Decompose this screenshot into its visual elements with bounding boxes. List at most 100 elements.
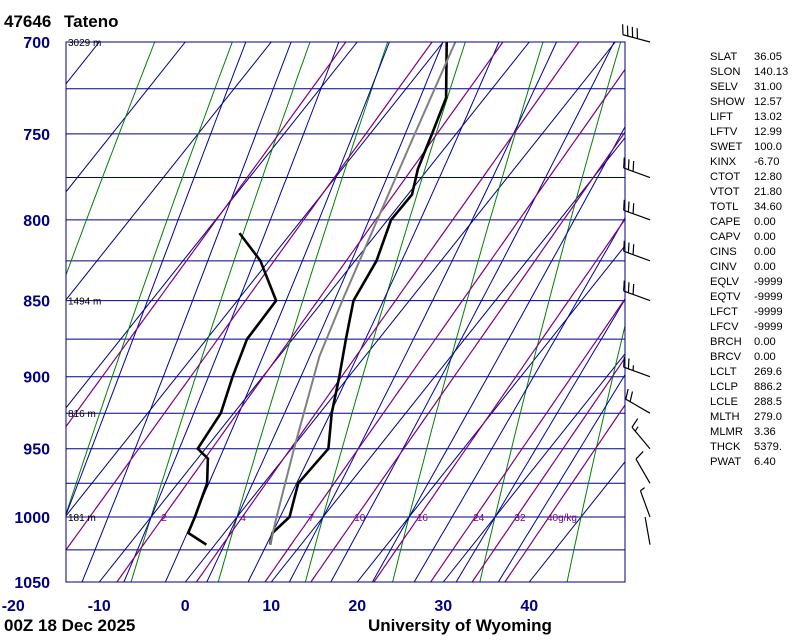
wind-barb-staff <box>622 34 651 43</box>
wind-barbs <box>622 24 651 545</box>
isotherm-line <box>98 42 530 582</box>
moist-adiabat-line <box>247 42 500 582</box>
isotherm-line <box>66 42 186 193</box>
moist-adiabat-line <box>81 42 292 582</box>
wind-barb-staff <box>635 458 651 484</box>
index-value: 36.05 <box>754 51 782 63</box>
temperature-axis: -20 -10 0 10 20 30 40 <box>2 598 539 615</box>
index-row: LFCV -9999 <box>710 320 788 335</box>
wind-barb <box>623 199 651 221</box>
index-key: SELV <box>710 81 738 93</box>
wind-barb-flag <box>623 280 625 292</box>
station-id: 47646 <box>4 12 52 31</box>
wind-barb-flag <box>632 203 635 214</box>
wind-barb-flag <box>632 160 635 172</box>
temperature-tick-label: 0 <box>181 598 190 615</box>
wind-barb-flag <box>627 242 630 253</box>
index-key: LIFT <box>710 111 733 123</box>
wind-barb-staff <box>631 426 651 450</box>
wind-barb-flag <box>631 418 639 428</box>
station-name: Tateno <box>64 12 119 31</box>
index-row: CINV 0.00 <box>710 260 788 275</box>
wind-barb <box>623 240 651 262</box>
mixing-ratio-label: 4 <box>240 513 246 524</box>
index-value: 886.2 <box>754 381 782 393</box>
wind-barb-staff <box>623 167 651 179</box>
index-key: LCLP <box>710 381 738 393</box>
isotherm-line <box>356 244 625 582</box>
index-value: 31.00 <box>754 81 782 93</box>
mixing-ratio-line <box>66 42 347 428</box>
wind-barb-flag <box>627 201 630 213</box>
mixing-ratio-line <box>116 42 504 582</box>
index-key: THCK <box>710 441 741 453</box>
pressure-tick-label: 750 <box>23 127 50 144</box>
isotherm-line <box>66 42 358 409</box>
wind-barb <box>622 24 651 43</box>
valid-time: 00Z 18 Dec 2025 <box>4 616 136 635</box>
index-key: BRCV <box>710 351 742 363</box>
moist-adiabat-line <box>164 42 390 582</box>
index-key: CINV <box>710 261 737 273</box>
index-row: EQTV -9999 <box>710 290 788 305</box>
mixing-ratio-line <box>471 356 625 582</box>
temperature-tick-label: 20 <box>348 598 366 615</box>
index-key: MLTH <box>710 411 740 423</box>
isotherm-line <box>0 42 13 582</box>
dry-adiabat-line <box>392 42 544 582</box>
wind-barb <box>639 487 651 518</box>
index-key: MLMR <box>710 426 743 438</box>
index-key: LCLT <box>710 366 737 378</box>
index-row: BRCH 0.00 <box>710 335 788 350</box>
moist-adiabat-line <box>123 42 340 582</box>
index-value: 0.00 <box>754 351 776 363</box>
index-value: -6.70 <box>754 156 780 168</box>
index-value: 21.80 <box>754 186 782 198</box>
index-value: 279.0 <box>754 411 782 423</box>
index-value: 140.13 <box>754 66 789 78</box>
wind-barb <box>635 451 651 484</box>
index-value: 12.99 <box>754 126 782 138</box>
wind-barb <box>623 157 651 179</box>
index-value: -9999 <box>754 291 783 303</box>
index-key: LFTV <box>710 126 738 138</box>
pressure-tick-label: 1050 <box>14 575 50 592</box>
wind-barb-flag <box>629 391 634 402</box>
isotherm-line <box>270 136 625 582</box>
index-row: CAPE 0.00 <box>710 215 788 230</box>
index-row: KINX -6.70 <box>710 155 788 170</box>
pressure-tick-label: 900 <box>23 370 50 387</box>
wind-barb <box>623 280 651 302</box>
index-key: SWET <box>710 141 743 153</box>
isotherm-lines <box>0 42 625 582</box>
index-row: LCLP 886.2 <box>710 380 788 395</box>
wind-barb-flag <box>623 356 625 368</box>
index-row: EQLV -9999 <box>710 275 788 290</box>
index-key: CAPE <box>710 216 741 228</box>
index-key: LFCV <box>710 321 739 333</box>
index-row: MLMR 3.36 <box>710 425 788 440</box>
wind-barb-flag <box>627 159 630 170</box>
index-row: SHOW 12.57 <box>710 95 788 110</box>
index-value: 5379. <box>754 441 782 453</box>
moist-adiabat-line <box>413 216 625 582</box>
index-value: 0.00 <box>754 231 776 243</box>
mixing-ratio-line <box>264 68 625 582</box>
isotherm-line <box>66 42 100 85</box>
index-value: 13.02 <box>754 111 782 123</box>
mixing-ratio-line <box>373 218 625 582</box>
moist-adiabat-lines <box>66 42 625 582</box>
plot-frame <box>65 41 626 583</box>
index-key: LCLE <box>710 396 738 408</box>
wind-barb-flag <box>623 240 625 252</box>
index-key: SLON <box>710 66 741 78</box>
dry-adiabat-line <box>566 323 625 582</box>
index-value: -9999 <box>754 306 783 318</box>
wind-barb-half-flag <box>640 487 645 492</box>
isotherm-line <box>184 42 616 582</box>
dry-adiabat-line <box>304 42 466 582</box>
index-row: LFCT -9999 <box>710 305 788 320</box>
wind-barb-flag <box>632 283 635 295</box>
index-key: EQTV <box>710 291 741 303</box>
